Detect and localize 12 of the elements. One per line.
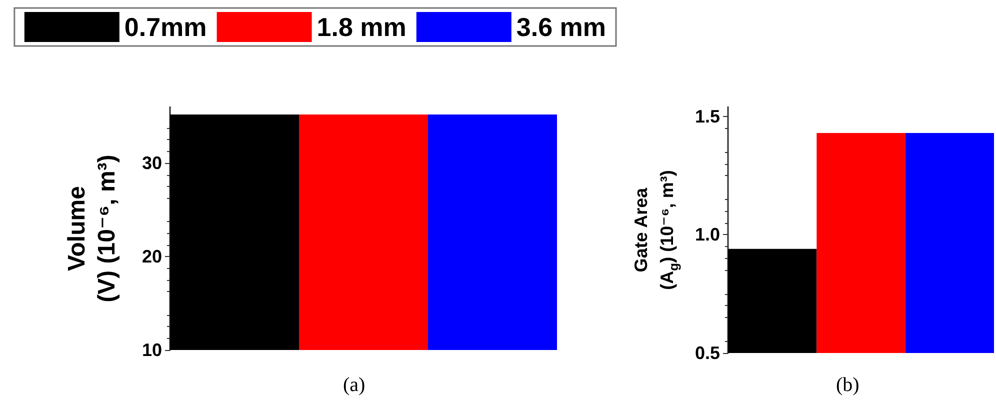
y-tick-label: 1.0 — [694, 224, 720, 245]
legend-label: 1.8 mm — [316, 12, 406, 42]
y-axis-title: Volume (V) (10⁻⁶, m³) — [64, 154, 120, 302]
legend-label: 3.6 mm — [516, 12, 606, 42]
y-tick-label: 10 — [142, 340, 162, 360]
legend-label: 0.7mm — [124, 12, 207, 42]
y-tick-label: 1.5 — [694, 106, 720, 126]
text: (b) — [836, 374, 860, 396]
y-tick-label: 0.5 — [694, 343, 720, 363]
text: (a) — [343, 374, 366, 396]
y-tick-label: 30 — [142, 153, 162, 174]
y-tick-label: 20 — [142, 246, 162, 267]
